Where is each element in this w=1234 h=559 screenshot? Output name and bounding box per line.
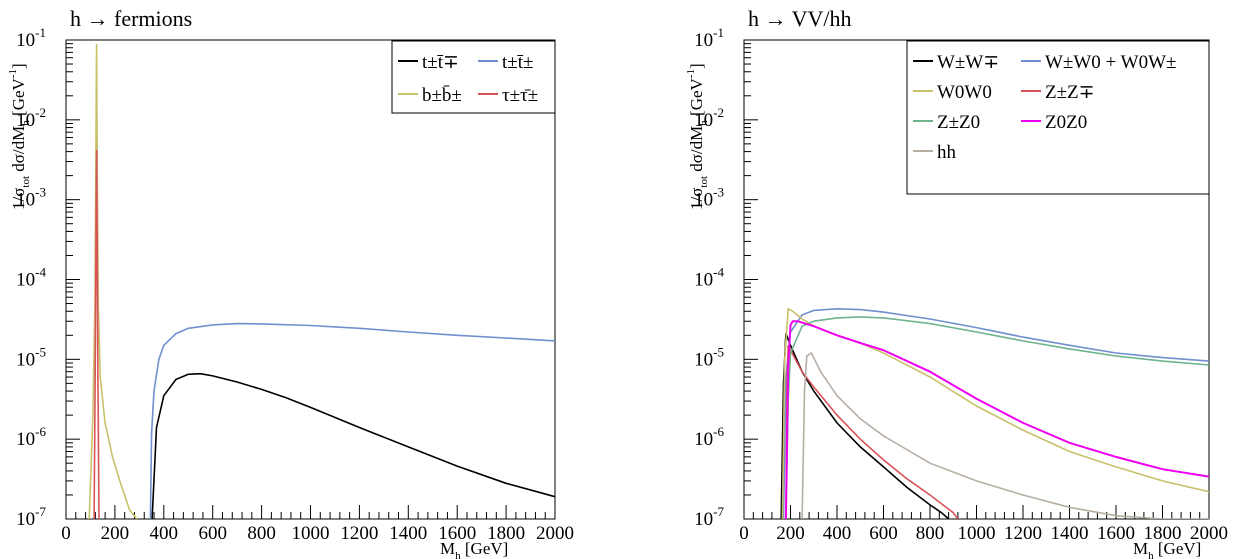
legend-box (391, 40, 556, 114)
x-tick-label: 800 (916, 523, 945, 544)
legend-entry: τ±τ̄± (502, 85, 538, 106)
x-tick-label: 1200 (1004, 523, 1042, 544)
x-tick-label: 1800 (1144, 523, 1182, 544)
legend-entry: hh (937, 142, 957, 163)
series-line-1-w-w0-w0w- (782, 307, 1209, 519)
x-tick-label: 0 (739, 523, 749, 544)
series-line-6-hh (801, 351, 1209, 519)
x-tick-label: 2000 (1190, 523, 1228, 544)
x-tick-label: 1200 (340, 523, 378, 544)
series-line-2-w0w0 (781, 307, 1209, 519)
series-line-0-t-t- (151, 372, 555, 519)
y-tick-label: 10-1 (16, 25, 46, 51)
legend-entry: Z±Z∓ (1045, 82, 1095, 103)
series-line-3-- (93, 149, 100, 519)
legend-entry: b±b̄± (422, 85, 462, 106)
y-tick-label: 10-3 (694, 185, 724, 211)
x-tick-label: 1000 (958, 523, 996, 544)
x-tick-label: 1600 (438, 523, 476, 544)
y-tick-label: 10-7 (16, 504, 46, 530)
y-tick-label: 10-5 (694, 344, 724, 370)
y-tick-label: 10-4 (16, 265, 46, 291)
legend-entry: W±W0 + W0W± (1045, 52, 1176, 73)
x-tick-label: 1400 (1051, 523, 1089, 544)
x-tick-label: 0 (61, 523, 71, 544)
series-line-5-z0z0 (784, 320, 1209, 519)
y-tick-label: 10-5 (16, 344, 46, 370)
fermions-title: h → fermions (70, 6, 192, 31)
x-tick-label: 600 (869, 523, 898, 544)
vv-hh-title: h → VV/hh (748, 6, 852, 31)
y-tick-label: 10-1 (694, 25, 724, 51)
fermions-panel: h → fermions 1/σtot​ dσ/dMh​ [GeV-1​] Mh… (7, 6, 574, 559)
x-tick-label: 400 (823, 523, 852, 544)
legend-entry: t±t̄± (502, 52, 533, 73)
y-tick-label: 10-6 (694, 424, 724, 450)
x-tick-label: 1400 (389, 523, 427, 544)
x-tick-label: 800 (247, 523, 276, 544)
y-tick-label: 10-2 (16, 105, 46, 131)
x-tick-label: 600 (198, 523, 227, 544)
y-tick-label: 10-3 (16, 185, 46, 211)
y-tick-label: 10-2 (694, 105, 724, 131)
fermions-plot-area: 0 200 400 600 800 1000 1200 1400 1600 1800 2000 10-… (16, 25, 574, 544)
legend-entry: t±t̄∓ (422, 52, 459, 73)
x-tick-label: 1600 (1097, 523, 1135, 544)
x-tick-label: 2000 (536, 523, 574, 544)
y-tick-label: 10-4 (694, 265, 724, 291)
x-tick-label: 200 (101, 523, 130, 544)
y-tick-label: 10-6 (16, 424, 46, 450)
series-line-1-t-t- (149, 322, 555, 519)
y-tick-label: 10-7 (694, 504, 724, 530)
vv-hh-panel: h → VV/hh 1/σtot​ dσ/dMh​ [GeV-1​] Mh​ [… (685, 6, 1228, 559)
x-tick-label: 1000 (292, 523, 330, 544)
fermions-x-axis-label: Mh​ [GeV] (440, 539, 508, 559)
legend-entry: Z0Z0 (1045, 112, 1087, 133)
vv-hh-y-axis-label: 1/σtot​ dσ/dMh​ [GeV-1​] (685, 63, 710, 210)
fermions-y-axis-label: 1/σtot​ dσ/dMh​ [GeV-1​] (7, 63, 32, 210)
x-tick-label: 200 (776, 523, 805, 544)
legend-box (906, 40, 1210, 195)
series-line-3-z-z- (785, 344, 959, 519)
legend-entry: Z±Z0 (937, 112, 980, 133)
series-line-4-z-z0 (785, 316, 1209, 519)
vv-hh-x-axis-label: Mh​ [GeV] (1133, 539, 1201, 559)
vv-hh-plot-area: 0 200 400 600 800 1000 1200 1400 1600 1800 2000 10-… (694, 25, 1228, 544)
legend-entry: W0W0 (937, 82, 992, 103)
x-tick-label: 1800 (487, 523, 525, 544)
x-tick-label: 400 (150, 523, 179, 544)
legend-entry: W±W∓ (937, 52, 999, 73)
